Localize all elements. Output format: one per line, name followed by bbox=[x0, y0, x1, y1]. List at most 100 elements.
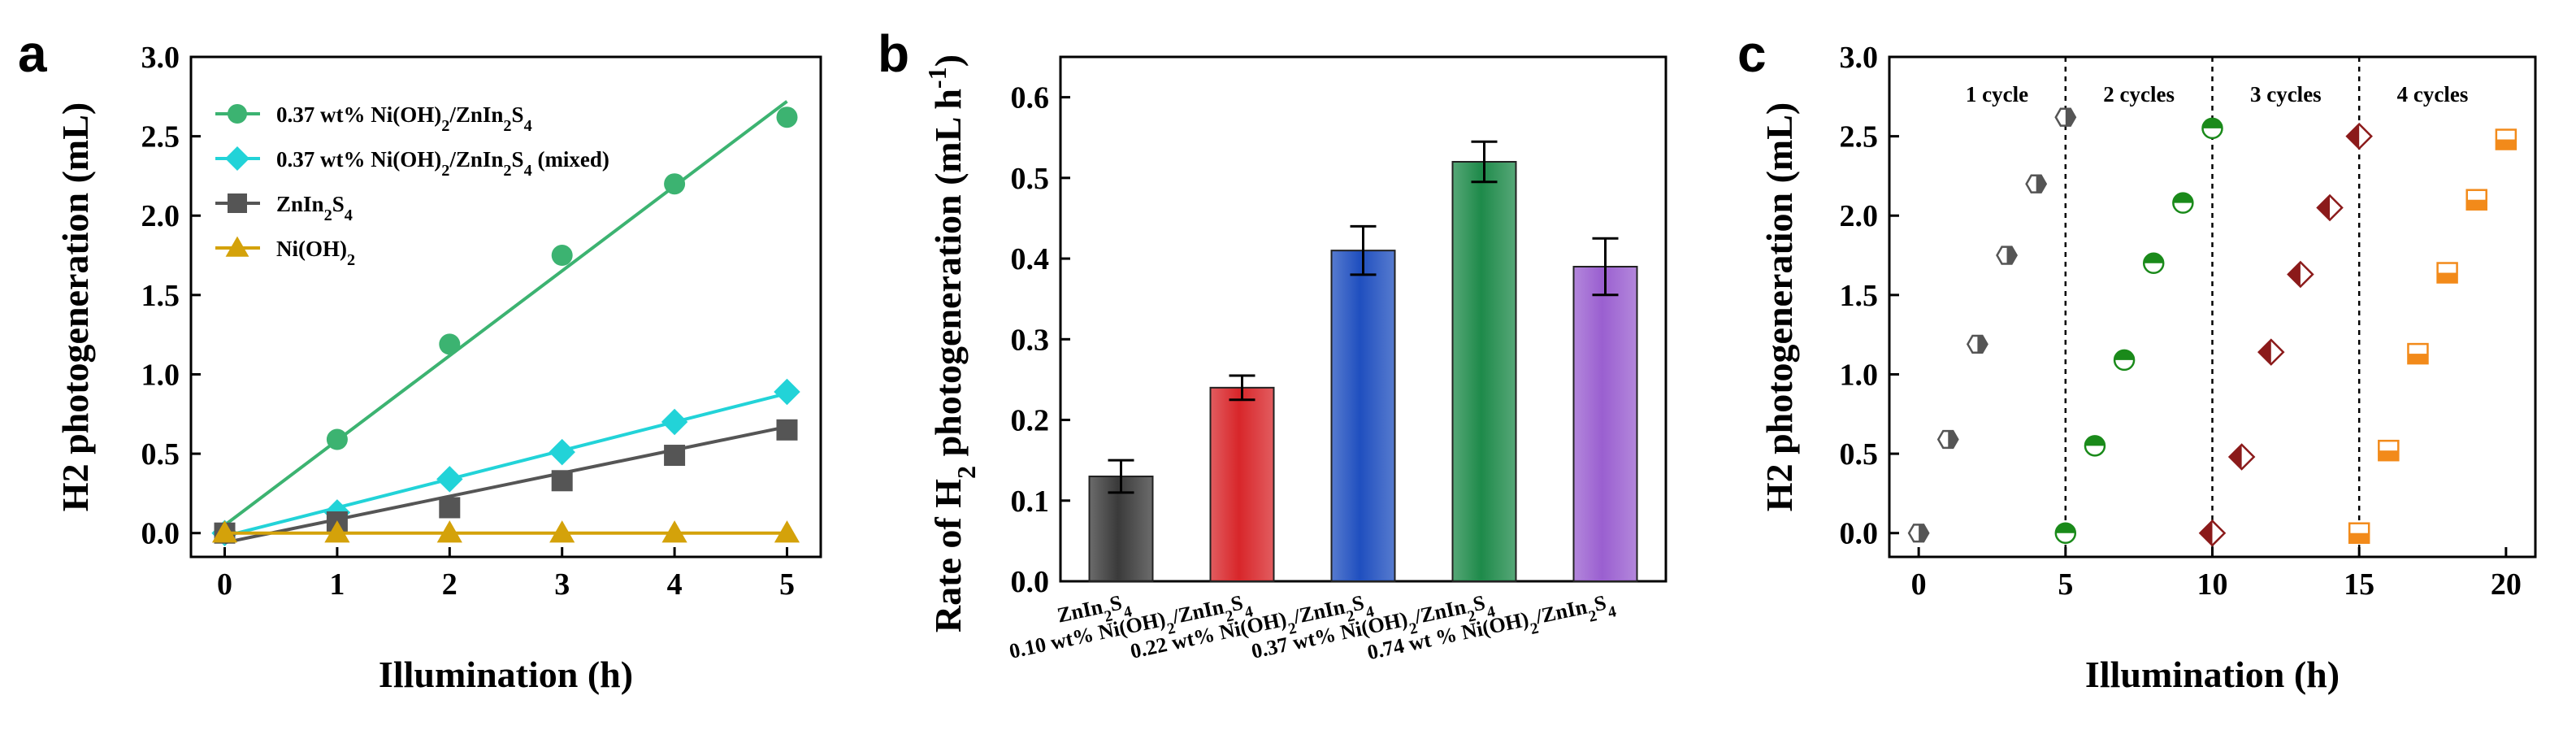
data-point bbox=[664, 173, 686, 195]
y-tick-label: 0.4 bbox=[1011, 242, 1050, 276]
y-tick-label: 0.2 bbox=[1011, 404, 1050, 438]
y-axis-title: H2 photogeneration (mL) bbox=[54, 102, 96, 511]
data-point-fill bbox=[2202, 118, 2223, 128]
data-point-fill bbox=[2347, 124, 2360, 149]
data-point bbox=[774, 378, 800, 406]
legend-label: 0.37 wt% Ni(OH)2/ZnIn2S4 bbox=[276, 102, 532, 135]
x-tick-label: 10 bbox=[2197, 567, 2228, 602]
data-point-fill bbox=[2114, 350, 2135, 360]
x-axis-title: Illumination (h) bbox=[2085, 654, 2340, 695]
data-point-fill bbox=[2229, 445, 2242, 469]
data-point-fill bbox=[2379, 450, 2399, 461]
data-point bbox=[211, 520, 238, 543]
data-point-fill bbox=[2065, 108, 2075, 126]
x-tick-label: 5 bbox=[2058, 567, 2073, 602]
panel-c-cycle-chart: 0 5 10 15 20 0.0 0.5 1.0 1.5 2.0 2.5 3.0 1 cycle 2 cy… bbox=[1759, 41, 2537, 695]
y-tick-label: 1.0 bbox=[141, 358, 180, 392]
y-tick-label: 3.0 bbox=[1840, 41, 1879, 75]
x-tick-label: 4 bbox=[667, 567, 683, 602]
panel-letter-c: c bbox=[1737, 24, 1767, 83]
legend-marker bbox=[225, 236, 249, 257]
x-tick-label: 20 bbox=[2491, 567, 2522, 602]
y-axis-title: H2 photogeneration (mL) bbox=[1759, 102, 1800, 511]
bar bbox=[1572, 266, 1638, 582]
y-tick-label: 3.0 bbox=[141, 41, 180, 75]
y-tick-label: 1.5 bbox=[141, 279, 180, 313]
data-point bbox=[664, 445, 686, 467]
data-point-fill bbox=[2084, 436, 2105, 446]
panel-letter-b: b bbox=[878, 24, 909, 83]
panel-letter-a: a bbox=[18, 24, 47, 83]
fit-line bbox=[224, 391, 787, 538]
data-point-fill bbox=[1948, 431, 1958, 448]
data-point bbox=[324, 520, 350, 543]
data-point-fill bbox=[2349, 533, 2370, 543]
bar bbox=[1451, 161, 1517, 582]
data-point bbox=[549, 438, 575, 466]
cycle-label: 4 cycles bbox=[2397, 82, 2469, 107]
y-tick-label: 2.0 bbox=[1840, 199, 1879, 233]
cycle-label: 1 cycle bbox=[1966, 82, 2028, 107]
x-tick-label: 1 bbox=[329, 567, 345, 602]
data-point-fill bbox=[1977, 335, 1988, 353]
y-tick-label: 0.6 bbox=[1011, 81, 1050, 115]
data-point-fill bbox=[2006, 246, 2017, 264]
data-point bbox=[439, 333, 461, 355]
data-point bbox=[436, 466, 463, 493]
data-point bbox=[439, 497, 461, 519]
fit-line bbox=[224, 424, 787, 545]
y-tick-label: 0.5 bbox=[1011, 162, 1050, 196]
panel-a-line-chart: 0 1 2 3 4 5 0.0 0.5 1.0 1.5 2.0 2.5 3.0 Illumination … bbox=[54, 41, 822, 695]
data-point bbox=[549, 520, 575, 543]
data-point-fill bbox=[2466, 199, 2487, 210]
data-point-fill bbox=[2036, 175, 2046, 193]
x-tick-label: 0 bbox=[217, 567, 232, 602]
x-tick-label: 2 bbox=[442, 567, 458, 602]
bar bbox=[1330, 250, 1396, 582]
data-point-fill bbox=[2144, 253, 2164, 263]
data-point-fill bbox=[2437, 272, 2457, 283]
legend-marker bbox=[225, 146, 249, 171]
y-tick-label: 2.5 bbox=[1840, 120, 1879, 154]
data-point bbox=[661, 408, 688, 436]
y-tick-label: 1.0 bbox=[1840, 358, 1879, 392]
y-tick-label: 0.5 bbox=[1840, 437, 1879, 472]
x-tick-label: 0 bbox=[1911, 567, 1927, 602]
legend-label: 0.37 wt% Ni(OH)2/ZnIn2S4 (mixed) bbox=[276, 147, 609, 180]
data-point-fill bbox=[2055, 523, 2075, 533]
data-point bbox=[551, 245, 573, 267]
data-point-fill bbox=[2288, 262, 2301, 287]
y-tick-label: 0.1 bbox=[1011, 485, 1050, 519]
data-point bbox=[436, 520, 462, 543]
data-point-fill bbox=[2200, 520, 2213, 546]
panel-a-plot-frame bbox=[189, 55, 822, 559]
data-point-fill bbox=[2258, 340, 2271, 365]
x-tick-label: 3 bbox=[554, 567, 570, 602]
y-tick-label: 2.5 bbox=[141, 120, 180, 154]
legend-marker bbox=[228, 193, 247, 213]
legend-marker bbox=[228, 104, 247, 124]
fit-line bbox=[223, 100, 788, 527]
data-point-fill bbox=[2173, 193, 2193, 203]
cycle-label: 3 cycles bbox=[2250, 82, 2322, 107]
y-tick-label: 0.0 bbox=[1011, 565, 1050, 599]
data-point-fill bbox=[2496, 139, 2516, 150]
y-tick-label: 0.5 bbox=[141, 437, 180, 472]
data-point bbox=[774, 520, 800, 543]
y-tick-label: 2.0 bbox=[141, 199, 180, 233]
cycle-label: 2 cycles bbox=[2103, 82, 2175, 107]
data-point bbox=[776, 107, 798, 128]
x-axis-title: Illumination (h) bbox=[379, 654, 633, 695]
y-tick-label: 1.5 bbox=[1840, 279, 1879, 313]
x-tick-label: 15 bbox=[2344, 567, 2374, 602]
legend-label: Ni(OH)2 bbox=[276, 237, 355, 269]
y-tick-label: 0.0 bbox=[1840, 517, 1879, 551]
legend-label: ZnIn2S4 bbox=[276, 192, 353, 224]
data-point-fill bbox=[2408, 354, 2428, 364]
data-point-fill bbox=[2318, 195, 2331, 220]
y-axis-title: Rate of H2 photogeneration (mL h-1) bbox=[922, 54, 981, 632]
y-tick-label: 0.0 bbox=[141, 517, 180, 551]
y-tick-label: 0.3 bbox=[1011, 323, 1050, 357]
bar bbox=[1209, 386, 1275, 582]
